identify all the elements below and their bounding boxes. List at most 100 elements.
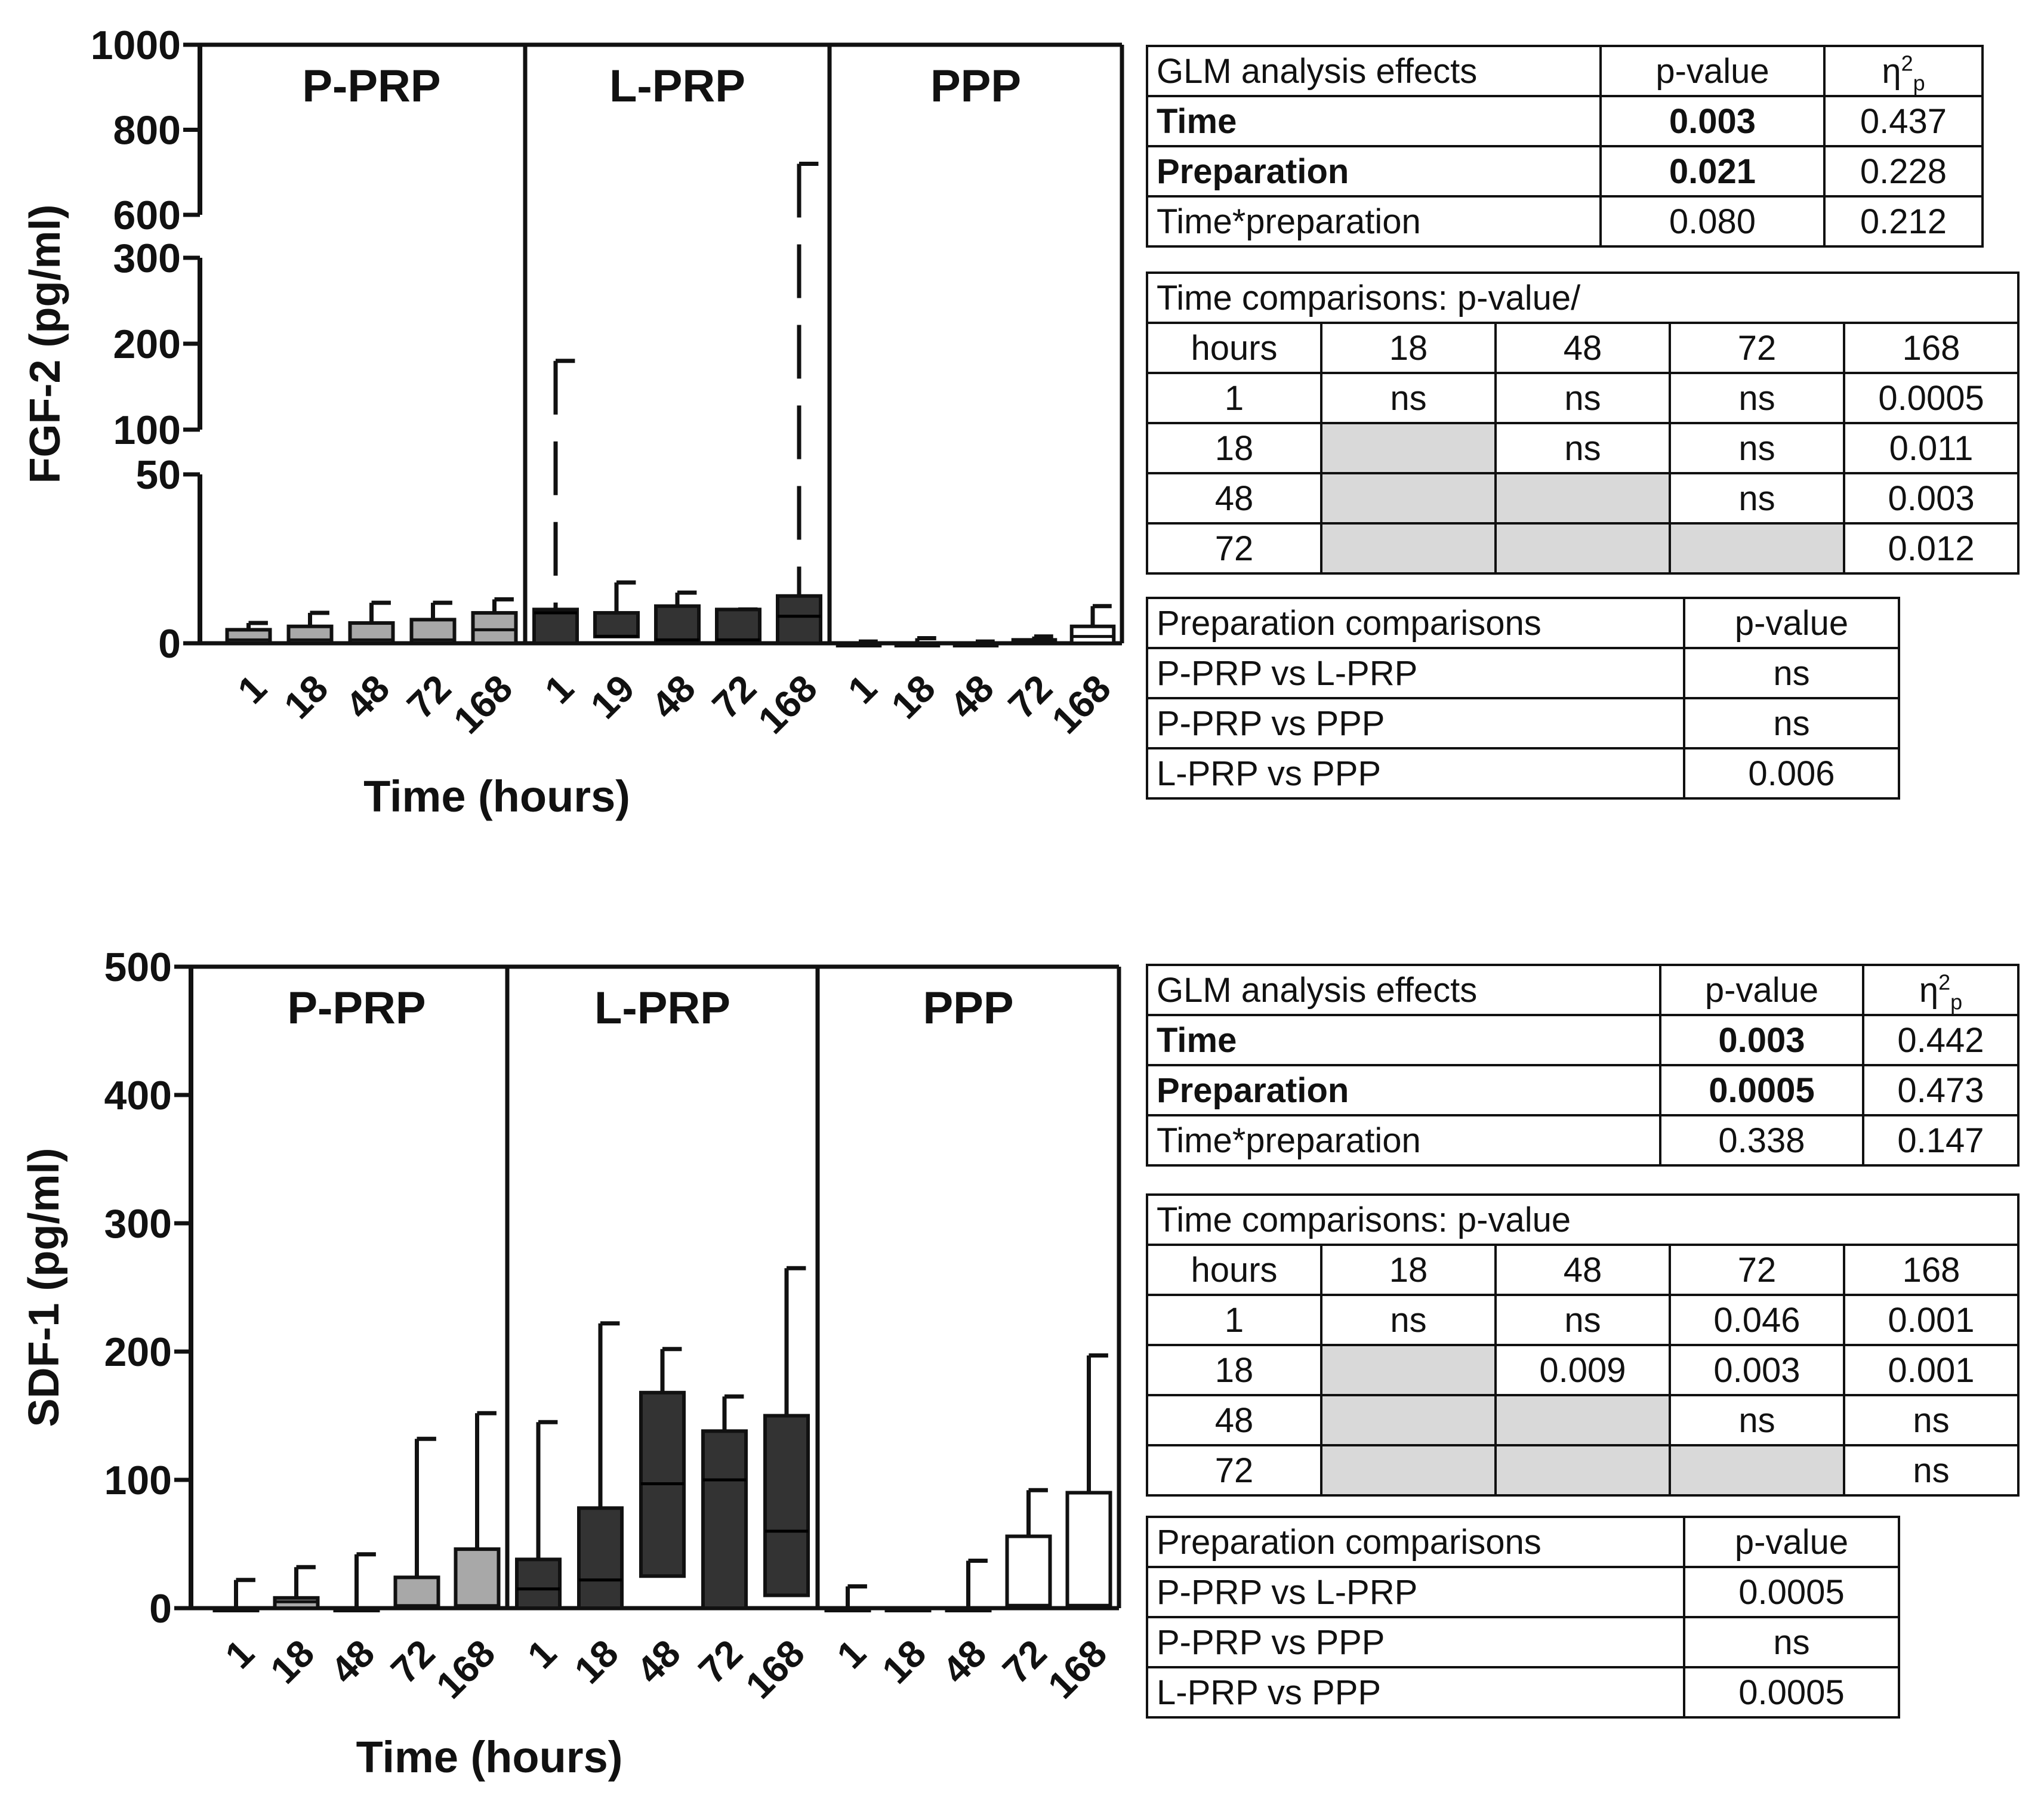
glm-header-effects: GLM analysis effects xyxy=(1146,45,1602,97)
fgf2-glm-table: GLM analysis effects p-value η2p Time 0.… xyxy=(1146,45,1984,248)
fgf2-x-tick-label: 48 xyxy=(337,667,397,727)
table-row: Preparation 0.0005 0.473 xyxy=(1146,1064,2020,1116)
table-header-row: Preparation comparisons p-value xyxy=(1146,1516,1900,1568)
glm-eta: 0.212 xyxy=(1823,195,1984,248)
table-header-row: GLM analysis effects p-value η2p xyxy=(1146,964,2020,1016)
fgf2-x-tick-label: 19 xyxy=(582,667,643,727)
fgf2-y-tick-label: 300 xyxy=(113,236,181,281)
shaded-cell xyxy=(1320,1344,1497,1396)
sdf1-box xyxy=(1005,1534,1052,1608)
fgf2-y-axis-title: FGF-2 (pg/ml) xyxy=(21,205,69,484)
table-row: 72 ns xyxy=(1146,1444,2020,1497)
prep-header-pvalue: p-value xyxy=(1683,1516,1900,1568)
fgf2-y-tick-label: 0 xyxy=(158,621,181,667)
sdf1-x-tick-label: 1 xyxy=(828,1631,874,1677)
fgf2-box xyxy=(654,604,701,645)
table-cell: ns xyxy=(1669,422,1845,474)
table-cell: ns xyxy=(1320,372,1497,424)
table-cell: 0.0005 xyxy=(1842,372,2020,424)
shaded-cell xyxy=(1320,422,1497,474)
header-cell: 72 xyxy=(1669,322,1845,374)
prep-pvalue: ns xyxy=(1683,1616,1900,1668)
fgf2-box xyxy=(1069,624,1116,645)
fgf2-group-label: L-PRP xyxy=(609,61,745,112)
eta-subscript: p xyxy=(1950,989,1963,1014)
shaded-cell xyxy=(1494,1444,1671,1497)
table-cell: ns xyxy=(1494,372,1671,424)
fgf2-box xyxy=(776,594,822,646)
table-header-row: GLM analysis effects p-value η2p xyxy=(1146,45,1984,97)
header-cell: 48 xyxy=(1494,322,1671,374)
fgf2-x-tick-label: 72 xyxy=(399,667,459,727)
prep-pvalue: 0.006 xyxy=(1683,747,1900,800)
shaded-cell xyxy=(1669,522,1845,575)
glm-header-pvalue: p-value xyxy=(1659,964,1864,1016)
sdf1-x-tick-label: 48 xyxy=(628,1631,689,1692)
table-cell: 0.046 xyxy=(1669,1294,1845,1346)
glm-pvalue: 0.080 xyxy=(1599,195,1826,248)
table-cell: 1 xyxy=(1146,1294,1322,1346)
sdf1-x-tick-label: 48 xyxy=(934,1631,994,1692)
table-row: P-PRP vs L-PRP 0.0005 xyxy=(1146,1566,1900,1618)
table-cell: 18 xyxy=(1146,1344,1322,1396)
fgf2-x-tick-label: 168 xyxy=(445,667,520,742)
glm-effect: Time*preparation xyxy=(1146,1114,1661,1167)
prep-pvalue: 0.0005 xyxy=(1683,1666,1900,1719)
header-cell: 18 xyxy=(1320,322,1497,374)
table-row: L-PRP vs PPP 0.006 xyxy=(1146,747,1900,800)
table-row: L-PRP vs PPP 0.0005 xyxy=(1146,1666,1900,1719)
sdf1-glm-table: GLM analysis effects p-value η2p Time 0.… xyxy=(1146,964,2020,1167)
prep-pvalue: 0.0005 xyxy=(1683,1566,1900,1618)
table-title-row: Time comparisons: p-value xyxy=(1145,1193,2020,1246)
glm-eta: 0.228 xyxy=(1823,145,1984,198)
sdf1-group-label: L-PRP xyxy=(594,983,730,1034)
table-title-row: Time comparisons: p-value/ xyxy=(1145,272,2020,324)
fgf2-box xyxy=(471,611,518,646)
glm-eta: 0.147 xyxy=(1862,1114,2020,1167)
fgf2-x-tick-label: 48 xyxy=(942,667,1002,727)
prep-header-pvalue: p-value xyxy=(1683,597,1900,649)
header-cell: hours xyxy=(1146,1244,1322,1296)
sdf1-box xyxy=(454,1547,501,1611)
fgf2-group-label: PPP xyxy=(930,61,1021,112)
sdf1-x-tick-label: 1 xyxy=(519,1631,565,1677)
prep-header: Preparation comparisons xyxy=(1146,597,1685,649)
sdf1-x-tick-label: 18 xyxy=(566,1631,627,1692)
shaded-cell xyxy=(1320,1444,1497,1497)
fgf2-y-tick-label: 1000 xyxy=(91,23,181,68)
table-row: P-PRP vs PPP ns xyxy=(1146,1616,1900,1668)
shaded-cell xyxy=(1320,472,1497,525)
table-row: 1 ns ns ns 0.0005 xyxy=(1146,372,2020,424)
table-cell: ns xyxy=(1494,1294,1671,1346)
table-row: Time*preparation 0.080 0.212 xyxy=(1146,195,1984,248)
sdf1-y-tick-label: 200 xyxy=(104,1329,172,1375)
header-cell: 18 xyxy=(1320,1244,1497,1296)
fgf2-x-tick-label: 48 xyxy=(643,667,704,727)
table-row: P-PRP vs L-PRP ns xyxy=(1146,647,1900,699)
shaded-cell xyxy=(1494,1394,1671,1446)
fgf2-y-tick-label: 800 xyxy=(113,108,181,153)
sdf1-x-tick-label: 168 xyxy=(428,1631,503,1707)
table-row: P-PRP vs PPP ns xyxy=(1146,697,1900,749)
fgf2-group-label: P-PRP xyxy=(302,61,440,112)
table-cell: 72 xyxy=(1146,522,1322,575)
fgf2-x-tick-label: 1 xyxy=(537,667,582,712)
table-cell: 72 xyxy=(1146,1444,1322,1497)
glm-pvalue: 0.338 xyxy=(1659,1114,1864,1167)
table-cell: ns xyxy=(1842,1444,2020,1497)
shaded-cell xyxy=(1494,522,1671,575)
prep-comparison: P-PRP vs PPP xyxy=(1146,1616,1685,1668)
glm-header-eta: η2p xyxy=(1823,45,1984,97)
glm-effect: Time xyxy=(1146,95,1602,147)
table-cell: 0.003 xyxy=(1669,1344,1845,1396)
table-cell: 0.001 xyxy=(1842,1294,2020,1346)
sdf1-y-axis-title: SDF-1 (pg/ml) xyxy=(20,1148,68,1427)
sdf1-x-tick-label: 1 xyxy=(217,1631,262,1677)
prep-pvalue: ns xyxy=(1683,647,1900,699)
table-cell: 1 xyxy=(1146,372,1322,424)
table-row: 1 ns ns 0.046 0.001 xyxy=(1146,1294,2020,1346)
sdf1-y-tick-label: 500 xyxy=(104,945,172,990)
sdf1-y-tick-label: 300 xyxy=(104,1201,172,1247)
glm-pvalue: 0.003 xyxy=(1659,1014,1864,1066)
fgf2-x-tick-label: 1 xyxy=(229,667,275,712)
